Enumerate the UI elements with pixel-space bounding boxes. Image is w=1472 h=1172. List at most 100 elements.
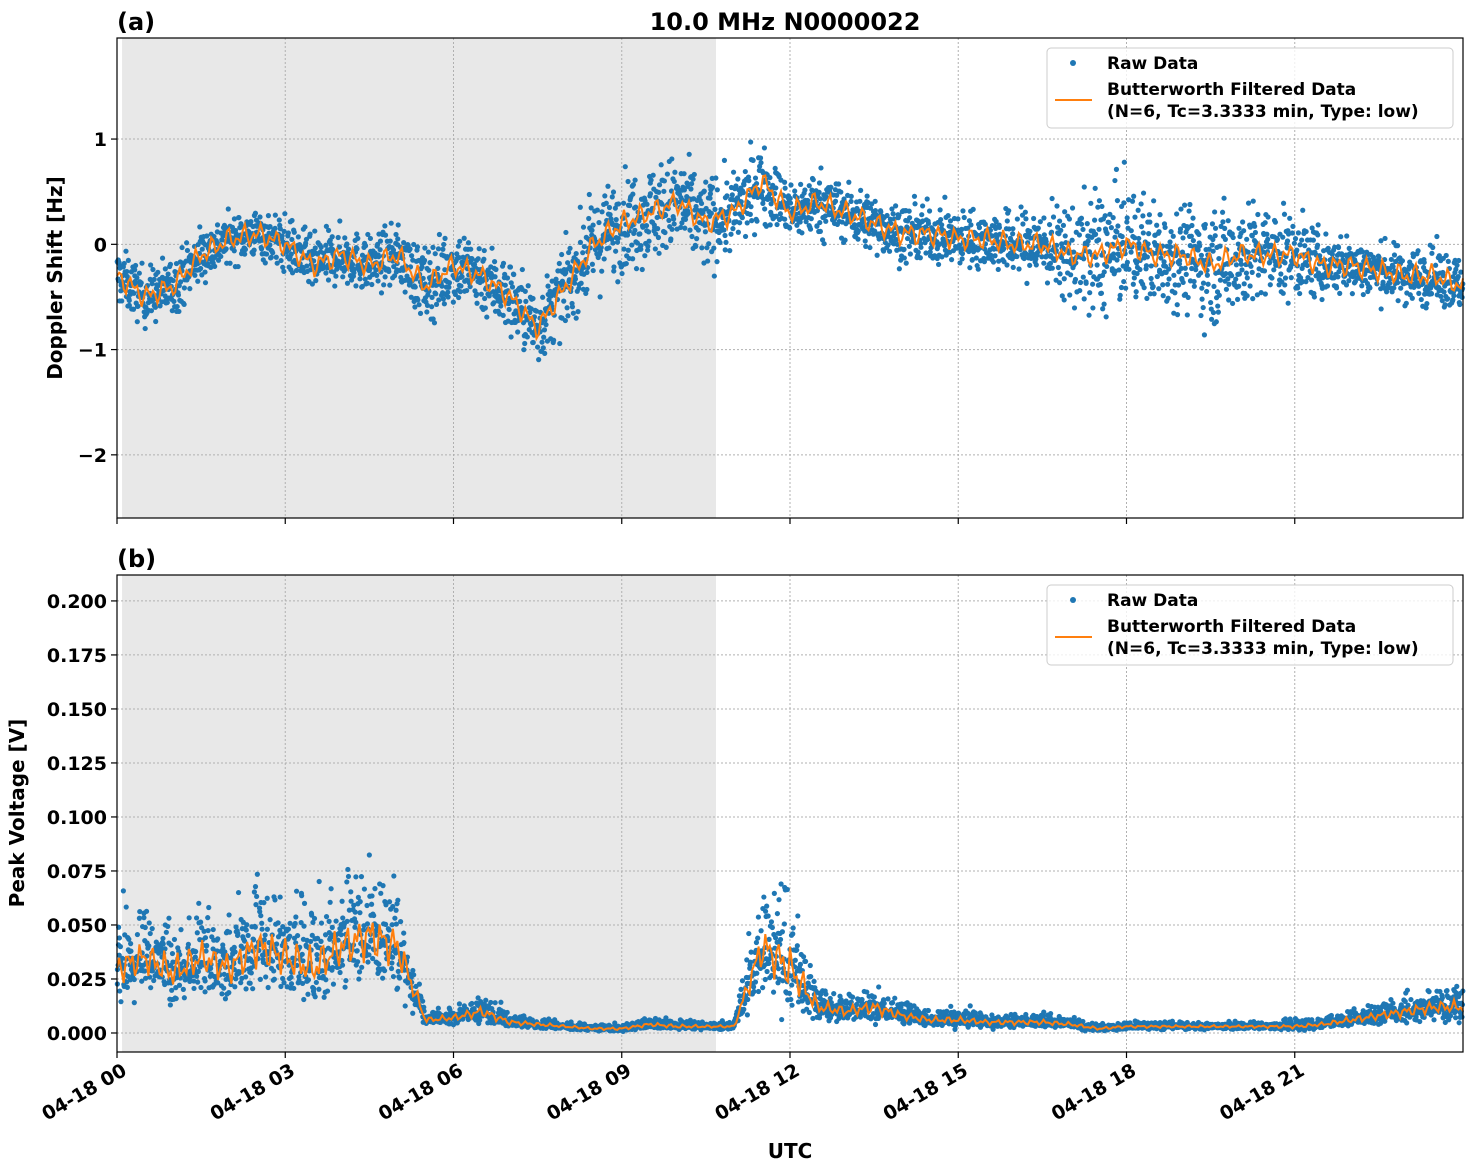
raw-point <box>721 157 728 163</box>
raw-point <box>1174 211 1180 217</box>
raw-point <box>461 235 467 241</box>
raw-point <box>204 942 210 949</box>
raw-point <box>1058 254 1065 261</box>
raw-point <box>519 266 525 273</box>
raw-point <box>492 1000 498 1006</box>
raw-point <box>728 231 734 237</box>
raw-point <box>506 306 512 313</box>
raw-point <box>788 182 794 188</box>
raw-point <box>193 949 199 955</box>
raw-point <box>281 228 287 234</box>
raw-point <box>1282 282 1288 288</box>
raw-point <box>1222 236 1228 242</box>
raw-point <box>534 344 541 350</box>
raw-point <box>1014 253 1020 260</box>
raw-point <box>520 320 527 326</box>
raw-point <box>938 216 944 223</box>
raw-point <box>442 235 448 241</box>
raw-point <box>1387 280 1393 286</box>
raw-point <box>1208 299 1214 306</box>
raw-point <box>401 930 407 936</box>
panel-a-title: 10.0 MHz N0000022 <box>650 8 921 36</box>
raw-point <box>605 183 611 189</box>
raw-point <box>622 164 628 170</box>
raw-point <box>1220 219 1226 225</box>
raw-point <box>267 224 273 230</box>
raw-point <box>386 899 393 905</box>
raw-point <box>292 920 298 927</box>
raw-point <box>1294 247 1300 253</box>
raw-point <box>866 231 872 237</box>
raw-point <box>376 231 382 237</box>
raw-point <box>311 986 317 992</box>
raw-point <box>160 941 166 947</box>
raw-point <box>1096 237 1102 243</box>
raw-point <box>391 263 397 270</box>
raw-point <box>1380 279 1386 285</box>
raw-point <box>1151 291 1157 297</box>
raw-point <box>1315 232 1321 238</box>
raw-point <box>1146 231 1152 237</box>
raw-point <box>708 210 714 216</box>
raw-point <box>1201 332 1208 338</box>
raw-point <box>846 179 852 185</box>
raw-point <box>1140 230 1146 236</box>
raw-point <box>639 266 645 273</box>
raw-point <box>439 283 445 289</box>
raw-point <box>355 235 361 241</box>
raw-point <box>621 246 627 252</box>
raw-point <box>146 943 152 949</box>
raw-point <box>917 255 923 261</box>
raw-point <box>148 985 154 991</box>
raw-point <box>345 246 352 252</box>
raw-point <box>1394 280 1401 286</box>
raw-point <box>429 294 435 300</box>
raw-point <box>164 299 170 306</box>
raw-point <box>937 207 943 213</box>
raw-point <box>263 974 269 980</box>
raw-point <box>614 239 621 245</box>
raw-point <box>1285 300 1291 306</box>
raw-point <box>1215 303 1221 309</box>
raw-point <box>1021 255 1027 262</box>
raw-point <box>835 213 841 219</box>
raw-point <box>435 1005 441 1011</box>
raw-point <box>727 248 733 254</box>
raw-point <box>589 227 595 233</box>
raw-point <box>215 936 221 942</box>
raw-point <box>681 187 688 193</box>
raw-point <box>536 357 542 363</box>
raw-point <box>117 944 124 950</box>
raw-point <box>194 973 200 979</box>
raw-point <box>274 941 280 947</box>
y-tick-label: 0.125 <box>47 753 107 775</box>
raw-point <box>198 919 204 925</box>
raw-point <box>261 900 267 906</box>
raw-point <box>197 224 203 230</box>
raw-point <box>744 220 750 226</box>
raw-point <box>671 221 677 227</box>
raw-point <box>757 155 764 161</box>
raw-point <box>1128 249 1134 255</box>
raw-point <box>185 941 191 947</box>
raw-point <box>855 228 861 234</box>
raw-point <box>1185 253 1191 259</box>
raw-point <box>625 178 631 185</box>
raw-point <box>344 879 350 885</box>
raw-point <box>364 921 371 927</box>
raw-point <box>371 912 377 919</box>
raw-point <box>366 267 373 274</box>
raw-point <box>1213 319 1219 325</box>
raw-point <box>609 194 615 200</box>
raw-point <box>586 191 592 198</box>
legend-entry: (N=6, Tc=3.3333 min, Type: low) <box>1107 102 1419 122</box>
raw-point <box>792 188 798 194</box>
raw-point <box>1092 185 1098 191</box>
raw-point <box>1085 238 1091 244</box>
raw-point <box>323 242 329 248</box>
raw-point <box>580 224 587 230</box>
raw-point <box>155 269 161 275</box>
raw-point <box>469 1000 475 1007</box>
raw-point <box>301 900 308 906</box>
raw-point <box>333 918 339 924</box>
